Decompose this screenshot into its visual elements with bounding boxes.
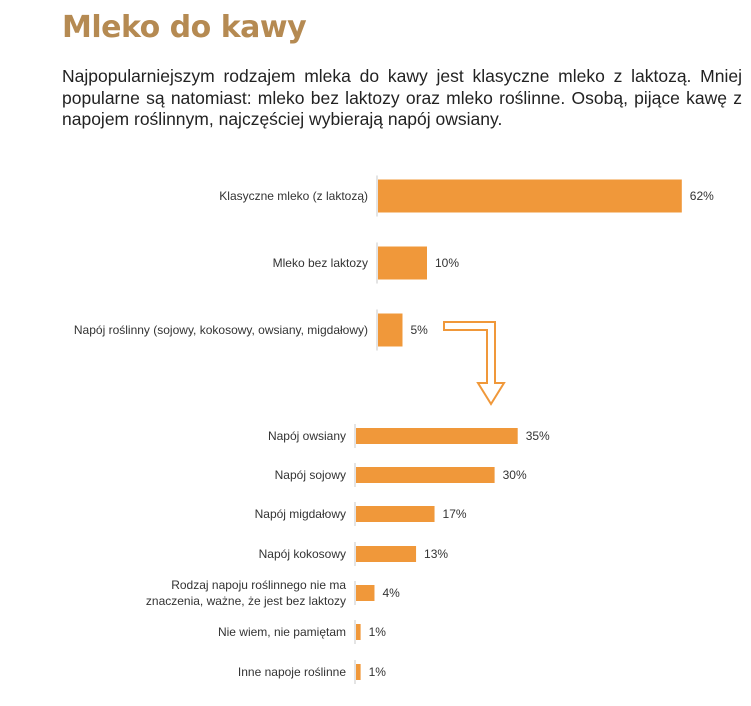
category-label: Napój owsiany (268, 429, 346, 443)
data-label: 13% (424, 547, 448, 561)
category-label-line: Napój roślinny (sojowy, kokosowy, owsian… (74, 323, 368, 337)
category-label-line: Inne napoje roślinne (238, 665, 346, 679)
category-label-line: Napój owsiany (268, 429, 346, 443)
category-label-line: Nie wiem, nie pamiętam (218, 625, 346, 639)
category-label-line: Napój migdałowy (255, 507, 346, 521)
category-label: Inne napoje roślinne (238, 665, 346, 679)
bar (356, 664, 361, 680)
bar (378, 246, 427, 280)
data-label: 30% (503, 468, 527, 482)
data-label: 4% (382, 586, 400, 600)
category-label-line: Mleko bez laktozy (273, 256, 368, 270)
category-label-line: Klasyczne mleko (z laktozą) (219, 189, 368, 203)
data-label: 62% (690, 189, 714, 203)
bar (356, 585, 375, 601)
data-label: 10% (435, 256, 459, 270)
bar (378, 179, 682, 213)
category-label: Napój sojowy (275, 468, 346, 482)
chart-plant-drinks: Napój owsiany 35% Napój sojowy 30% Napój mig… (146, 424, 550, 684)
bar (356, 624, 361, 640)
bar (356, 428, 518, 444)
category-label: Mleko bez laktozy (273, 256, 368, 270)
category-label-line: Rodzaj napoju roślinnego nie ma (171, 578, 346, 592)
chart-milk-types: Klasyczne mleko (z laktozą) 62% Mleko bez … (74, 175, 714, 351)
page-title: Mleko do kawy (62, 10, 307, 45)
category-label: Napój kokosowy (259, 547, 346, 561)
data-label: 35% (526, 429, 550, 443)
data-label: 5% (411, 323, 429, 337)
category-label: Nie wiem, nie pamiętam (218, 625, 346, 639)
bar (378, 313, 403, 347)
category-label: Napój roślinny (sojowy, kokosowy, owsian… (74, 323, 368, 337)
data-label: 1% (369, 665, 387, 679)
category-label-line: znaczenia, ważne, że jest bez laktozy (146, 594, 346, 608)
category-label-line: Napój kokosowy (259, 547, 346, 561)
bar (356, 506, 435, 522)
bar (356, 546, 417, 562)
category-label: Klasyczne mleko (z laktozą) (219, 189, 368, 203)
category-label-line: Napój sojowy (275, 468, 346, 482)
bar (356, 467, 495, 483)
drilldown-arrow-icon (443, 321, 506, 406)
arrow-shape (443, 321, 506, 406)
category-label: Napój migdałowy (255, 507, 346, 521)
intro-text: Najpopularniejszym rodzajem mleka do kaw… (62, 66, 742, 129)
category-label: Rodzaj napoju roślinnego nie ma znaczenia… (146, 578, 346, 608)
data-label: 17% (443, 507, 467, 521)
data-label: 1% (369, 625, 387, 639)
